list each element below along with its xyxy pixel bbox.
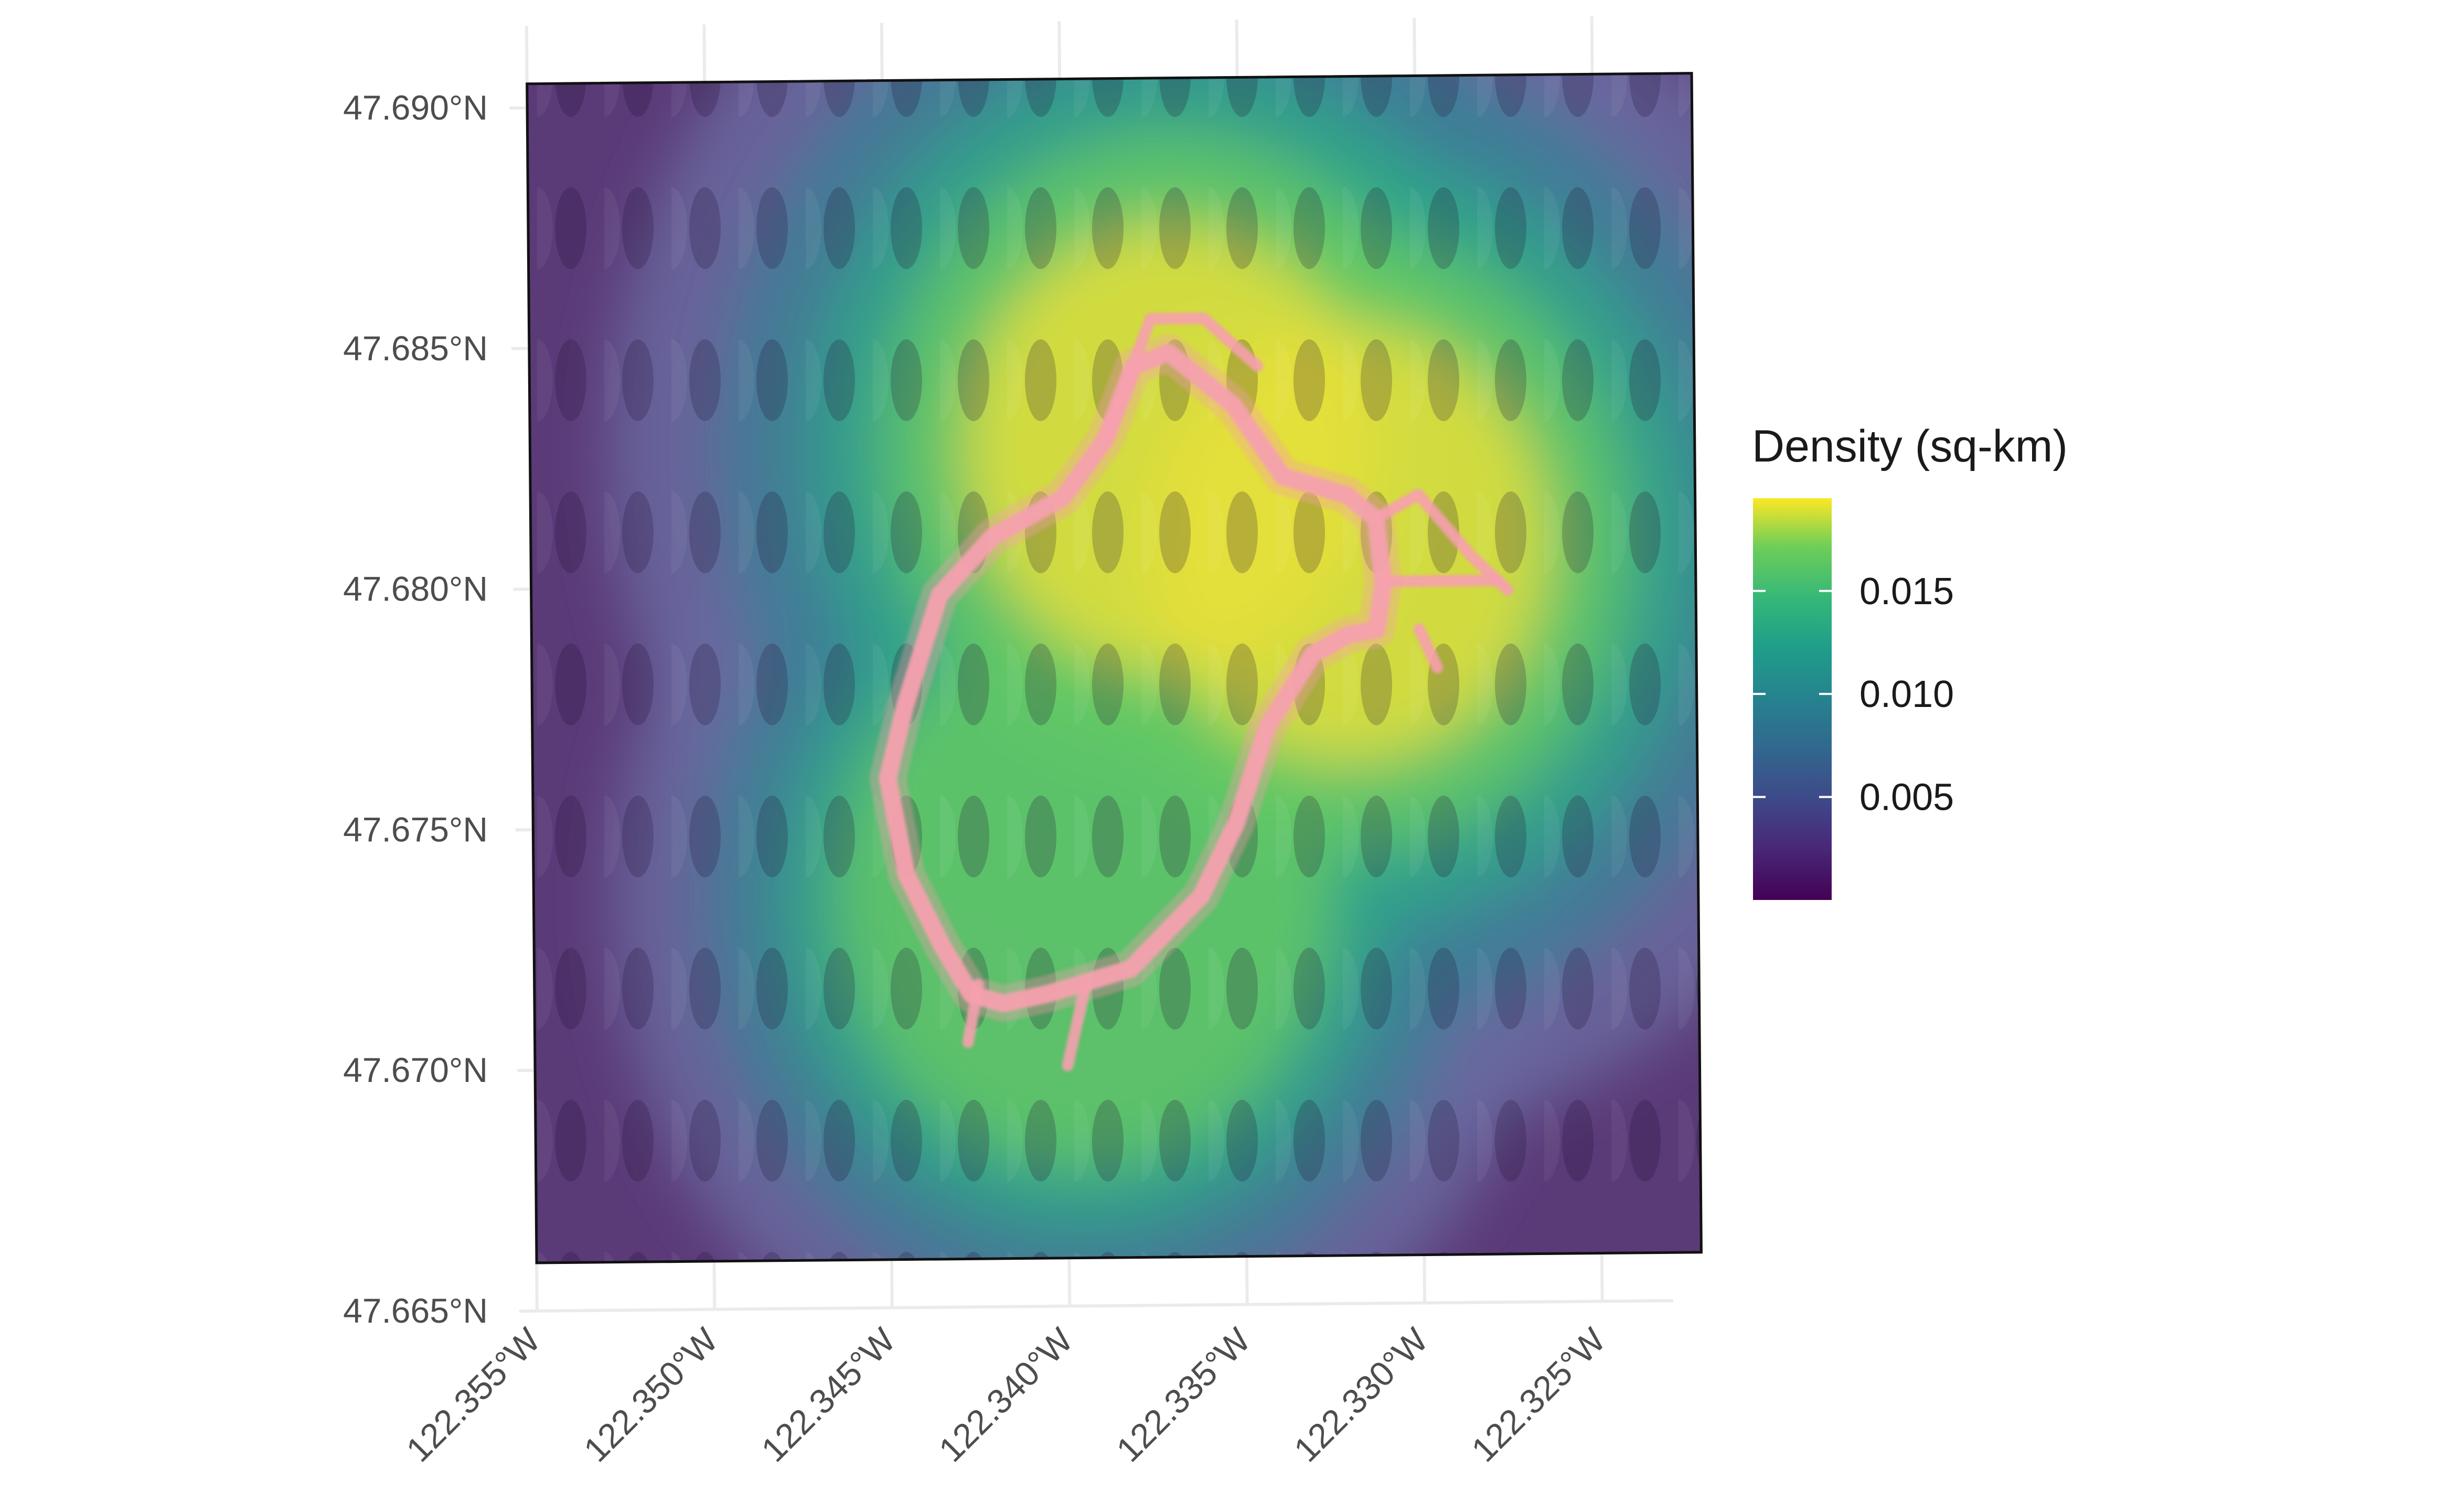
y-tick-label: 47.690°N: [343, 88, 488, 127]
y-gridline: [519, 1299, 1674, 1313]
y-tick-label: 47.665°N: [343, 1291, 488, 1330]
gps-track: [869, 312, 1514, 1071]
y-tick-label: 47.680°N: [343, 570, 488, 608]
color-legend: Density (sq-km) 0.005 0.010 0.015: [1752, 421, 2068, 900]
track-spur: [1062, 982, 1091, 1071]
legend-title: Density (sq-km): [1752, 421, 2068, 471]
y-tick-label: 47.675°N: [343, 810, 488, 849]
legend-break-label: 0.015: [1859, 571, 1954, 613]
track-spur: [1099, 312, 1263, 445]
track-spur: [1370, 488, 1514, 596]
density-raster: [527, 73, 1702, 1263]
x-tick-label: 122.335°W: [1109, 1320, 1258, 1469]
x-tick-label: 122.350°W: [576, 1320, 725, 1469]
track-spur: [1377, 574, 1503, 587]
x-tick-label: 122.340°W: [931, 1320, 1080, 1469]
raster-tile-texture: [527, 73, 1702, 1263]
track-scatter-halo: [869, 334, 1402, 1022]
legend-break-label: 0.010: [1859, 673, 1954, 715]
x-tick-label: 122.330°W: [1286, 1320, 1435, 1469]
legend-colorbar: [1753, 498, 1832, 900]
x-tick-label: 122.345°W: [754, 1320, 903, 1469]
y-tick-label: 47.670°N: [343, 1050, 488, 1089]
y-axis: 47.665°N 47.670°N 47.675°N 47.680°N 47.685°N…: [343, 88, 488, 1330]
x-axis: 122.355°W 122.350°W 122.345°W 122.340°W 122.…: [399, 1320, 1613, 1469]
raster-border: [526, 72, 1703, 1264]
x-tick-label: 122.325°W: [1464, 1320, 1613, 1469]
track-spur: [1413, 623, 1444, 673]
y-tick-label: 47.685°N: [343, 329, 488, 368]
legend-break-label: 0.005: [1859, 777, 1954, 819]
track-spur: [962, 979, 984, 1048]
x-tick-label: 122.355°W: [399, 1320, 548, 1469]
